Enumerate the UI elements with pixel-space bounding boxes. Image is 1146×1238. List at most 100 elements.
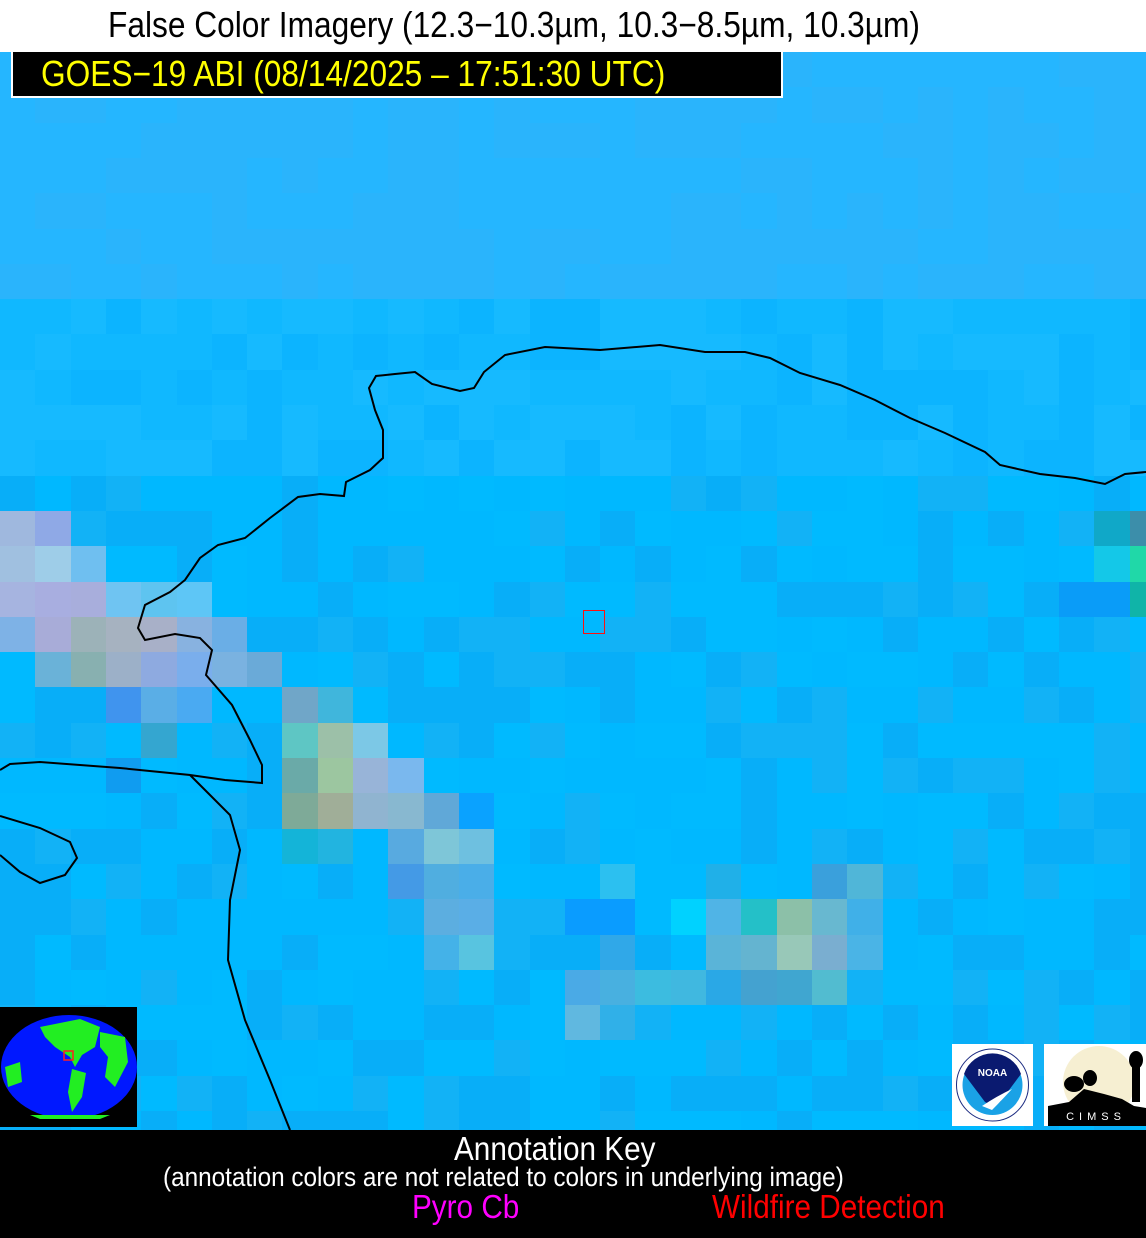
image-pixel xyxy=(211,228,249,265)
image-pixel xyxy=(317,263,354,301)
image-pixel xyxy=(0,793,37,830)
image-pixel xyxy=(458,581,496,618)
image-pixel xyxy=(247,899,284,936)
image-pixel xyxy=(847,510,884,548)
image-pixel xyxy=(882,157,919,195)
image-pixel xyxy=(847,616,884,654)
image-pixel xyxy=(423,440,460,477)
image-pixel xyxy=(317,228,354,265)
image-pixel xyxy=(564,758,602,795)
image-pixel xyxy=(953,157,990,195)
image-pixel xyxy=(1023,263,1060,301)
image-pixel xyxy=(776,475,813,512)
image-pixel xyxy=(141,899,178,936)
image-pixel xyxy=(882,475,919,512)
image-pixel xyxy=(1059,440,1096,477)
image-pixel xyxy=(105,228,143,265)
image-pixel xyxy=(706,193,743,230)
globe-locator xyxy=(0,1007,137,1127)
image-pixel xyxy=(388,157,425,195)
image-pixel xyxy=(600,793,637,830)
satellite-map xyxy=(0,52,1146,1130)
image-pixel xyxy=(353,934,390,971)
image-pixel xyxy=(847,369,884,406)
image-pixel xyxy=(247,228,284,265)
image-pixel xyxy=(706,899,743,936)
image-pixel xyxy=(494,475,531,512)
image-pixel xyxy=(882,440,919,477)
image-pixel xyxy=(600,263,637,301)
image-pixel xyxy=(564,899,602,936)
image-pixel xyxy=(670,299,707,336)
image-pixel xyxy=(494,722,531,759)
image-pixel xyxy=(388,899,425,936)
image-pixel xyxy=(105,510,143,548)
image-pixel xyxy=(1094,546,1131,583)
image-pixel xyxy=(1129,616,1146,654)
image-pixel xyxy=(388,122,425,159)
image-pixel xyxy=(317,616,354,654)
image-pixel xyxy=(105,934,143,971)
image-pixel xyxy=(988,334,1025,371)
image-pixel xyxy=(70,157,107,195)
image-pixel xyxy=(247,510,284,548)
image-pixel xyxy=(1059,405,1096,442)
image-pixel xyxy=(105,828,143,865)
image-pixel xyxy=(953,299,990,336)
image-pixel xyxy=(847,899,884,936)
image-pixel xyxy=(953,334,990,371)
image-pixel xyxy=(105,405,143,442)
image-pixel xyxy=(423,828,460,865)
image-pixel xyxy=(741,157,778,195)
image-pixel xyxy=(741,687,778,724)
image-pixel xyxy=(141,440,178,477)
image-pixel xyxy=(211,546,249,583)
image-pixel xyxy=(388,405,425,442)
image-pixel xyxy=(811,546,849,583)
image-pixel xyxy=(1059,863,1096,901)
image-pixel xyxy=(988,510,1025,548)
image-pixel xyxy=(706,440,743,477)
image-pixel xyxy=(0,157,37,195)
noaa-logo: NOAA xyxy=(952,1044,1033,1126)
image-pixel xyxy=(917,863,955,901)
image-pixel xyxy=(247,193,284,230)
image-pixel xyxy=(600,652,637,689)
image-pixel xyxy=(529,369,566,406)
image-pixel xyxy=(1094,87,1131,124)
image-pixel xyxy=(953,52,990,89)
image-pixel xyxy=(811,122,849,159)
image-pixel xyxy=(317,687,354,724)
image-pixel xyxy=(882,934,919,971)
image-pixel xyxy=(1023,687,1060,724)
image-pixel xyxy=(564,157,602,195)
image-pixel xyxy=(353,475,390,512)
image-pixel xyxy=(706,722,743,759)
image-pixel xyxy=(670,828,707,865)
image-pixel xyxy=(423,863,460,901)
image-pixel xyxy=(388,616,425,654)
image-pixel xyxy=(353,299,390,336)
image-pixel xyxy=(1129,369,1146,406)
image-pixel xyxy=(1129,687,1146,724)
image-pixel xyxy=(953,652,990,689)
image-pixel xyxy=(1094,228,1131,265)
image-pixel xyxy=(1023,369,1060,406)
image-pixel xyxy=(423,193,460,230)
image-pixel xyxy=(564,334,602,371)
image-pixel xyxy=(353,228,390,265)
image-pixel xyxy=(105,652,143,689)
image-pixel xyxy=(776,899,813,936)
image-pixel xyxy=(141,546,178,583)
image-pixel xyxy=(847,863,884,901)
image-pixel xyxy=(988,193,1025,230)
image-pixel xyxy=(317,546,354,583)
image-pixel xyxy=(353,793,390,830)
image-pixel xyxy=(564,193,602,230)
image-pixel xyxy=(458,546,496,583)
image-pixel xyxy=(882,510,919,548)
image-pixel xyxy=(776,405,813,442)
image-pixel xyxy=(529,581,566,618)
image-pixel xyxy=(1094,793,1131,830)
image-pixel xyxy=(1023,758,1060,795)
